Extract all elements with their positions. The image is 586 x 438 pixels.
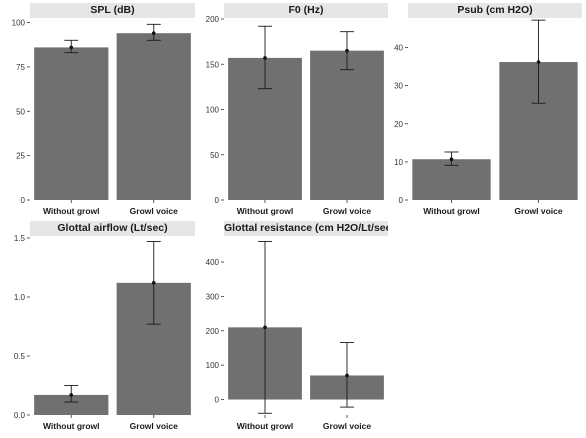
- panel-title-spl: SPL (dB): [30, 3, 195, 18]
- mean-point: [345, 373, 349, 378]
- panel-title-glottal-airflow: Glottal airflow (Lt/sec): [30, 221, 195, 236]
- chart-panel-glottal-resistance: Glottal resistance (cm H2O/Lt/sec) 0 100 2…: [198, 221, 388, 436]
- panel-plot-glottal-airflow: 0.0 0.5 1.0 1.5 Without growl Growl voice: [14, 234, 191, 431]
- bar: [116, 33, 191, 201]
- y-tick-label: 0: [215, 196, 220, 205]
- panel-title-glottal-resistance: Glottal resistance (cm H2O/Lt/sec): [224, 221, 388, 236]
- y-tick-label: 150: [206, 60, 220, 69]
- panel-title-psub: Psub (cm H2O): [408, 3, 582, 18]
- y-tick-label: 1.0: [14, 293, 26, 302]
- x-tick-label: Growl voice: [514, 206, 562, 216]
- y-tick-label: 50: [16, 107, 25, 116]
- y-tick-label: 75: [16, 63, 25, 72]
- y-tick-label: 0: [21, 196, 26, 205]
- mean-point: [263, 56, 267, 60]
- y-tick-label: 40: [394, 44, 403, 53]
- chart-panel-f0: F0 (Hz) 0 50 100 150 200 Without growl Growl v…: [198, 3, 388, 221]
- x-tick-label: Without growl: [423, 206, 480, 216]
- mean-point: [536, 60, 541, 64]
- y-tick-label: 0: [215, 396, 220, 405]
- x-tick-label: Growl voice: [130, 206, 178, 216]
- y-tick-label: 100: [206, 106, 220, 115]
- chart-panel-psub: Psub (cm H2O) 0 10 20 30 40 Without growl Grow…: [390, 3, 582, 221]
- x-tick-label: Growl voice: [130, 421, 178, 431]
- mean-point: [263, 325, 267, 330]
- y-tick-label: 200: [206, 327, 220, 336]
- chart-panel-glottal-airflow: Glottal airflow (Lt/sec) 0.0 0.5 1.0 1.5 Wit…: [6, 221, 195, 436]
- y-tick-label: 25: [16, 152, 25, 161]
- y-tick-label: 300: [206, 292, 220, 301]
- mean-point: [69, 45, 74, 50]
- x-tick-label: Without growl: [237, 421, 294, 431]
- panel-plot-glottal-resistance: 0 100 200 300 400 Without growl Growl voice: [206, 240, 384, 431]
- bar: [310, 50, 384, 200]
- y-tick-label: 400: [206, 258, 220, 267]
- y-tick-label: 20: [394, 120, 403, 129]
- y-tick-label: 0.0: [14, 411, 26, 420]
- x-tick-label: Without growl: [237, 206, 294, 216]
- mean-point: [345, 48, 349, 53]
- mean-point: [151, 281, 156, 285]
- y-tick-label: 0.5: [14, 352, 26, 361]
- chart-panel-spl: SPL (dB) 0 25 50 75 100 Without growl Growl vo…: [6, 3, 195, 221]
- panel-plot-f0: 0 50 100 150 200 Without growl Growl voice: [206, 15, 384, 216]
- mean-point: [151, 31, 156, 35]
- x-tick-label: Without growl: [43, 206, 100, 216]
- y-tick-label: 50: [210, 151, 219, 160]
- panel-plot-spl: 0 25 50 75 100 Without growl Growl voice: [12, 19, 191, 216]
- y-tick-label: 100: [206, 361, 220, 370]
- y-tick-label: 30: [394, 82, 403, 91]
- bar: [34, 47, 109, 201]
- y-tick-label: 200: [206, 15, 220, 24]
- y-tick-label: 10: [394, 158, 403, 167]
- panel-plot-psub: 0 10 20 30 40 Without growl Growl voice: [394, 19, 578, 216]
- x-tick-label: Without growl: [43, 421, 100, 431]
- y-tick-label: 0: [399, 196, 404, 205]
- x-tick-label: Growl voice: [323, 206, 371, 216]
- y-tick-label: 1.5: [14, 234, 26, 243]
- x-tick-label: Growl voice: [323, 421, 371, 431]
- y-tick-label: 100: [12, 19, 26, 28]
- bar: [34, 394, 109, 415]
- bar: [412, 159, 491, 200]
- mean-point: [449, 157, 454, 162]
- mean-point: [69, 393, 74, 397]
- panel-title-f0: F0 (Hz): [224, 3, 388, 18]
